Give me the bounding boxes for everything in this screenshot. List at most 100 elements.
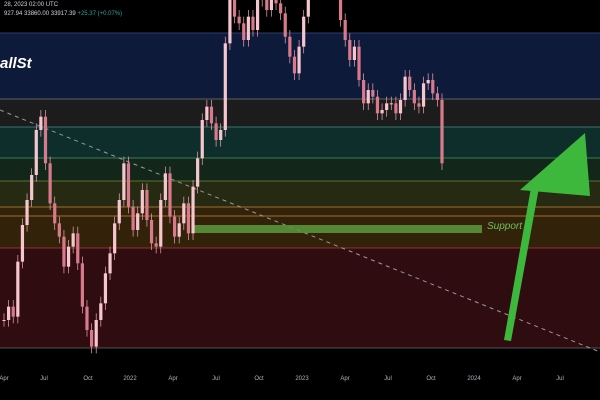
candle-body (223, 43, 227, 131)
candle-body (34, 130, 38, 175)
candle-body (435, 93, 439, 100)
candle-body (145, 190, 149, 220)
candle-body (398, 100, 403, 114)
candle-body (209, 106, 214, 124)
x-tick-label: 2023 (295, 376, 309, 382)
candle-body (94, 320, 98, 347)
candle-body (140, 190, 144, 214)
x-tick-label: Jul (384, 376, 392, 382)
candle-body (20, 225, 25, 262)
x-tick-label: Apr (512, 376, 521, 382)
candle-body (348, 40, 352, 60)
candle-body (30, 175, 34, 200)
candle-body (421, 83, 426, 107)
zone-gray (0, 99, 600, 127)
candle-body (7, 306, 11, 320)
support-label: Support (487, 221, 523, 232)
candle-body (113, 223, 117, 254)
candle-body (242, 23, 246, 40)
candle-body (57, 223, 61, 237)
candle-body (108, 253, 112, 274)
candle-body (66, 246, 71, 267)
candle-body (71, 233, 75, 247)
candle-body (214, 123, 218, 140)
candle-body (103, 273, 108, 304)
candle-body (2, 320, 6, 321)
candle-body (25, 200, 29, 225)
candle-body (292, 56, 297, 74)
candle-body (16, 261, 20, 317)
candle-body (375, 96, 380, 114)
brand-text: allSt (0, 55, 32, 72)
candle-body (385, 103, 389, 110)
candle-body (205, 106, 209, 120)
candle-body (426, 80, 430, 84)
candle-body (76, 233, 80, 264)
candle-body (246, 16, 250, 40)
candle-body (440, 100, 444, 164)
x-tick-label: Oct (254, 376, 264, 382)
x-tick-label: 2022 (123, 376, 137, 382)
candle-body (219, 130, 223, 140)
candle-body (279, 3, 283, 14)
x-tick-label: Jul (40, 376, 48, 382)
candle-body (85, 306, 89, 330)
candle-body (431, 80, 435, 94)
candle-body (389, 103, 393, 105)
zone-teal (0, 127, 600, 158)
candle-body (11, 306, 15, 317)
candle-body (168, 173, 172, 217)
candle-body (371, 90, 375, 97)
candle-body (302, 16, 306, 47)
candle-body (338, 0, 343, 20)
candle-body (380, 110, 384, 114)
candle-body (80, 263, 84, 307)
candle-body (237, 16, 241, 24)
candle-body (232, 0, 237, 17)
candle-body (297, 46, 301, 74)
candle-body (288, 36, 292, 57)
candle-body (43, 116, 48, 164)
candle-body (403, 76, 407, 100)
candle-body (149, 220, 154, 244)
candle-body (394, 103, 398, 114)
candle-body (182, 203, 186, 224)
candle-body (265, 0, 269, 11)
candle-body (366, 90, 370, 104)
candle-body (62, 236, 66, 267)
candle-body (122, 163, 126, 200)
candle-body (200, 120, 204, 159)
x-tick-label: Jul (556, 376, 564, 382)
candle-body (412, 90, 416, 104)
x-tick-label: Jul (212, 376, 220, 382)
x-tick-label: Apr (0, 376, 9, 382)
candle-body (357, 46, 361, 80)
candle-body (48, 163, 52, 204)
zone-green (0, 158, 600, 181)
x-tick-label: 2024 (467, 376, 481, 382)
up-arrow (504, 133, 590, 341)
x-tick-label: Apr (340, 376, 349, 382)
candle-body (177, 223, 181, 237)
x-tick-label: Oct (426, 376, 436, 382)
zone-maroon (0, 248, 600, 348)
candle-body (39, 116, 43, 130)
candle-body (251, 16, 255, 30)
candle-body (255, 0, 260, 30)
x-tick-label: Apr (168, 376, 177, 382)
candle-body (408, 76, 412, 90)
candle-body (343, 20, 347, 40)
candle-body (172, 216, 177, 237)
zone-olive (0, 181, 600, 207)
candle-body (269, 0, 274, 11)
candle-body (228, 0, 232, 44)
candle-body (117, 200, 121, 224)
candle-body (126, 163, 131, 207)
candle-body (99, 303, 103, 320)
candle-body (136, 213, 140, 230)
candle-body (306, 0, 310, 17)
candle-body (274, 0, 278, 4)
candle-body (131, 206, 135, 230)
candle-body (362, 80, 366, 104)
